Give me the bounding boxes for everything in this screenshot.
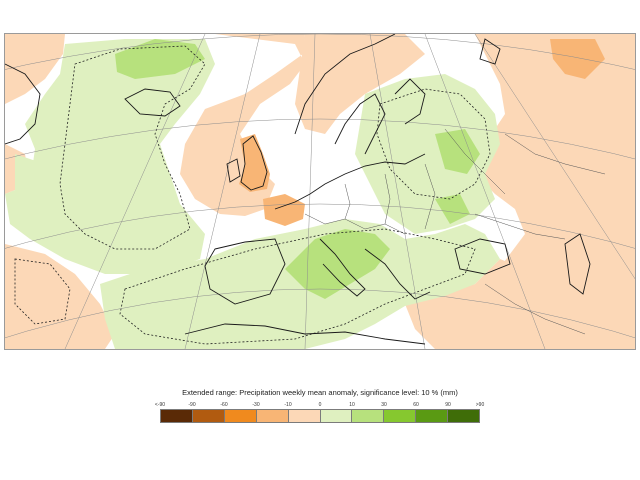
legend-tick-label: 60: [413, 402, 419, 408]
coast-italy: [319, 238, 366, 297]
dry-strong-uk: [239, 134, 270, 192]
coast-finland: [394, 78, 426, 125]
dry-area-atlantic-west: [5, 244, 115, 349]
legend-tick-label: 90: [445, 402, 451, 408]
significance-contours: [14, 45, 491, 345]
legend-tick-label: 30: [381, 402, 387, 408]
meridian-6: [474, 34, 635, 280]
legend-swatch: [161, 410, 192, 422]
meridian-1: [64, 34, 206, 349]
legend-tick-label: -30: [252, 402, 260, 408]
dry-area-balkans: [405, 259, 545, 349]
legend-swatch: [415, 410, 448, 422]
border-3: [384, 173, 391, 225]
coast-caspian: [564, 233, 591, 295]
wet-strong-italy: [285, 229, 390, 299]
dry-area-scandinavia: [295, 34, 425, 134]
parallel-1: [5, 34, 635, 70]
coast-norway: [294, 34, 396, 135]
legend-colorbar: [160, 409, 480, 423]
graticule: [5, 34, 635, 349]
wet-strong-areas: [115, 39, 480, 299]
coast-africa: [184, 323, 426, 345]
legend-swatch: [191, 410, 224, 422]
border-7: [504, 133, 606, 175]
wet-area-central-europe: [355, 74, 500, 234]
meridian-2: [184, 34, 261, 349]
legend-tick-label: 0: [318, 402, 322, 408]
coast-ireland: [226, 158, 241, 183]
colorbar-legend: Extended range: Precipitation weekly mea…: [150, 388, 490, 423]
legend-tick-label: -10: [284, 402, 292, 408]
dry-area-atlantic-north: [5, 34, 65, 104]
country-borders: [304, 128, 606, 335]
legend-swatch: [319, 410, 352, 422]
border-5: [444, 128, 506, 195]
contour-atlantic-west: [14, 258, 71, 325]
map-canvas: [5, 34, 635, 349]
coast-balkans: [364, 248, 431, 300]
coast-uk: [240, 135, 268, 191]
contour-greenland-sea: [59, 45, 206, 250]
coast-sweden-baltic: [334, 93, 386, 155]
coast-svalbard: [479, 38, 501, 65]
meridian-5: [424, 34, 546, 349]
parallel-3: [5, 203, 635, 249]
coastlines: [5, 34, 591, 345]
border-8: [484, 283, 586, 335]
wet-strong-poland: [435, 129, 480, 174]
meridian-4: [369, 34, 426, 349]
parallel-4: [5, 288, 635, 338]
wet-strong-hungary: [435, 194, 470, 224]
legend-swatch: [383, 410, 416, 422]
legend-ticks: <-90 -90 -60 -30 -10 0 10 30 60 90 >90: [150, 402, 490, 410]
legend-tick-label: 10: [349, 402, 355, 408]
border-1: [304, 213, 406, 235]
legend-swatch: [447, 410, 480, 422]
wet-strong-norway-sea: [115, 39, 205, 79]
coast-iceland: [124, 88, 181, 117]
coast-europe-north: [274, 153, 426, 210]
coast-iberia: [204, 238, 286, 305]
legend-tick-label: -90: [188, 402, 196, 408]
legend-title: Extended range: Precipitation weekly mea…: [182, 388, 458, 397]
dry-strong-northeast: [550, 39, 605, 79]
legend-tick-label: >90: [475, 402, 485, 408]
legend-tick-label: <-90: [154, 402, 166, 408]
wet-area-north-atlantic: [15, 154, 55, 209]
border-4: [424, 163, 436, 230]
contour-mediterranean: [119, 228, 476, 345]
anomaly-map: [4, 33, 636, 350]
border-2: [344, 183, 351, 220]
border-6: [474, 213, 566, 240]
dry-area-iceland: [180, 34, 305, 216]
meridian-3: [304, 34, 316, 349]
legend-swatch: [287, 410, 320, 422]
legend-swatch: [223, 410, 256, 422]
legend-tick-label: -60: [220, 402, 228, 408]
parallel-2: [5, 118, 635, 160]
coast-greenland-east: [5, 63, 41, 145]
coast-black-sea: [454, 238, 511, 275]
legend-swatch: [351, 410, 384, 422]
legend-swatch: [255, 410, 288, 422]
